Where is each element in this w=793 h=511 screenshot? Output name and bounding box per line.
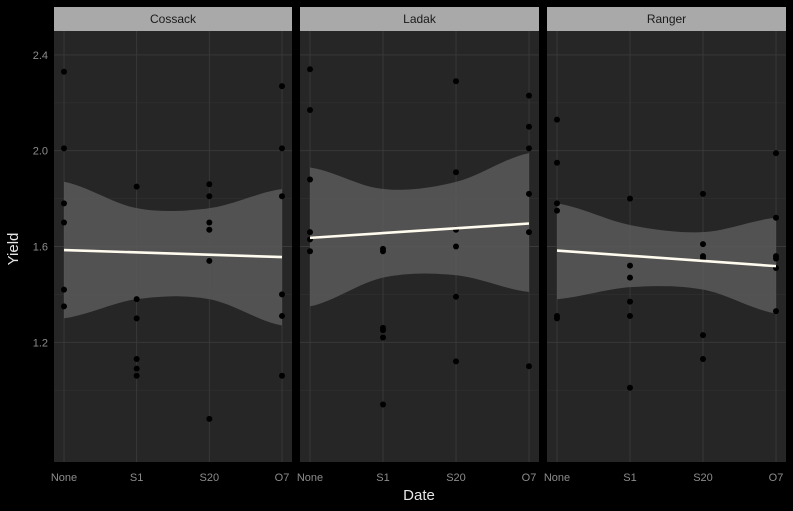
data-point xyxy=(133,365,140,372)
x-tick-label: None xyxy=(51,472,77,484)
y-tick-label: 2.4 xyxy=(33,50,48,62)
data-point xyxy=(307,66,313,73)
data-point xyxy=(627,274,633,281)
data-point xyxy=(453,293,459,300)
facet-label: Ranger xyxy=(647,12,686,26)
data-point xyxy=(700,332,706,339)
data-point xyxy=(279,83,285,90)
data-point xyxy=(133,183,140,190)
x-tick-label: None xyxy=(544,472,570,484)
facet-strip xyxy=(54,7,292,31)
facet-panel-ranger: Ranger xyxy=(547,7,786,462)
y-tick-label: 2.0 xyxy=(33,146,48,158)
panels-layer: Cossack Ladak Ranger xyxy=(54,7,786,462)
data-point xyxy=(700,241,706,248)
data-point xyxy=(206,257,213,264)
data-point xyxy=(279,291,285,298)
data-point xyxy=(627,262,633,269)
data-point xyxy=(526,123,532,130)
axes-layer: None S1 S20 O7 None S1 S20 O7 None S1 S20 O7 1.2 1.6 2… xyxy=(33,50,784,484)
x-tick-label: S20 xyxy=(446,472,466,484)
y-axis-title: Yield xyxy=(5,233,22,266)
data-point xyxy=(526,229,532,236)
data-point xyxy=(307,248,313,255)
data-point xyxy=(61,200,67,207)
x-tick-label: S20 xyxy=(693,472,713,484)
facet-label: Cossack xyxy=(150,12,197,26)
facet-panel-cossack: Cossack xyxy=(54,7,292,462)
data-point xyxy=(453,169,459,176)
data-point xyxy=(206,193,213,200)
data-point xyxy=(453,358,459,365)
data-point xyxy=(206,415,213,422)
data-point xyxy=(554,207,560,214)
x-tick-label: O7 xyxy=(522,472,537,484)
data-point xyxy=(773,214,779,221)
x-tick-label: S20 xyxy=(200,472,220,484)
data-point xyxy=(526,145,532,152)
data-point xyxy=(773,308,779,315)
data-point xyxy=(554,315,560,322)
data-point xyxy=(279,312,285,319)
x-tick-label: None xyxy=(297,472,323,484)
data-point xyxy=(307,176,313,183)
x-tick-label: S1 xyxy=(376,472,389,484)
data-point xyxy=(61,68,67,75)
x-tick-label: O7 xyxy=(769,472,784,484)
y-tick-label: 1.2 xyxy=(33,337,48,349)
data-point xyxy=(700,190,706,197)
data-point xyxy=(380,401,386,408)
data-point xyxy=(380,334,386,341)
data-point xyxy=(526,190,532,197)
facet-strip xyxy=(547,7,786,31)
data-point xyxy=(61,303,67,310)
data-point xyxy=(206,181,213,188)
data-point xyxy=(380,327,386,334)
facet-label: Ladak xyxy=(403,12,437,26)
data-point xyxy=(700,356,706,363)
data-point xyxy=(279,145,285,152)
data-point xyxy=(307,107,313,114)
data-point xyxy=(627,384,633,391)
x-tick-label: S1 xyxy=(623,472,636,484)
data-point xyxy=(554,200,560,207)
x-axis-title: Date xyxy=(403,487,435,504)
data-point xyxy=(61,219,67,226)
data-point xyxy=(61,286,67,293)
data-point xyxy=(627,312,633,319)
data-point xyxy=(133,315,140,322)
data-point xyxy=(206,226,213,233)
data-point xyxy=(307,229,313,236)
data-point xyxy=(526,92,532,99)
y-tick-label: 1.6 xyxy=(33,242,48,254)
data-point xyxy=(554,159,560,166)
facet-panel-ladak: Ladak xyxy=(300,7,539,462)
data-point xyxy=(627,195,633,202)
facet-strip xyxy=(300,7,539,31)
data-point xyxy=(526,363,532,370)
data-point xyxy=(61,145,67,152)
data-point xyxy=(453,78,459,85)
data-point xyxy=(554,116,560,123)
data-point xyxy=(453,243,459,250)
data-point xyxy=(627,298,633,305)
x-tick-label: S1 xyxy=(130,472,143,484)
data-point xyxy=(279,372,285,379)
data-point xyxy=(133,296,140,303)
data-point xyxy=(279,193,285,200)
data-point xyxy=(773,255,779,262)
x-tick-label: O7 xyxy=(275,472,290,484)
data-point xyxy=(773,150,779,157)
data-point xyxy=(380,248,386,255)
fit-line xyxy=(63,248,283,259)
data-point xyxy=(133,372,140,379)
fit-line xyxy=(309,222,530,240)
data-point xyxy=(133,356,140,363)
data-point xyxy=(206,219,213,226)
fit-line xyxy=(556,249,777,268)
